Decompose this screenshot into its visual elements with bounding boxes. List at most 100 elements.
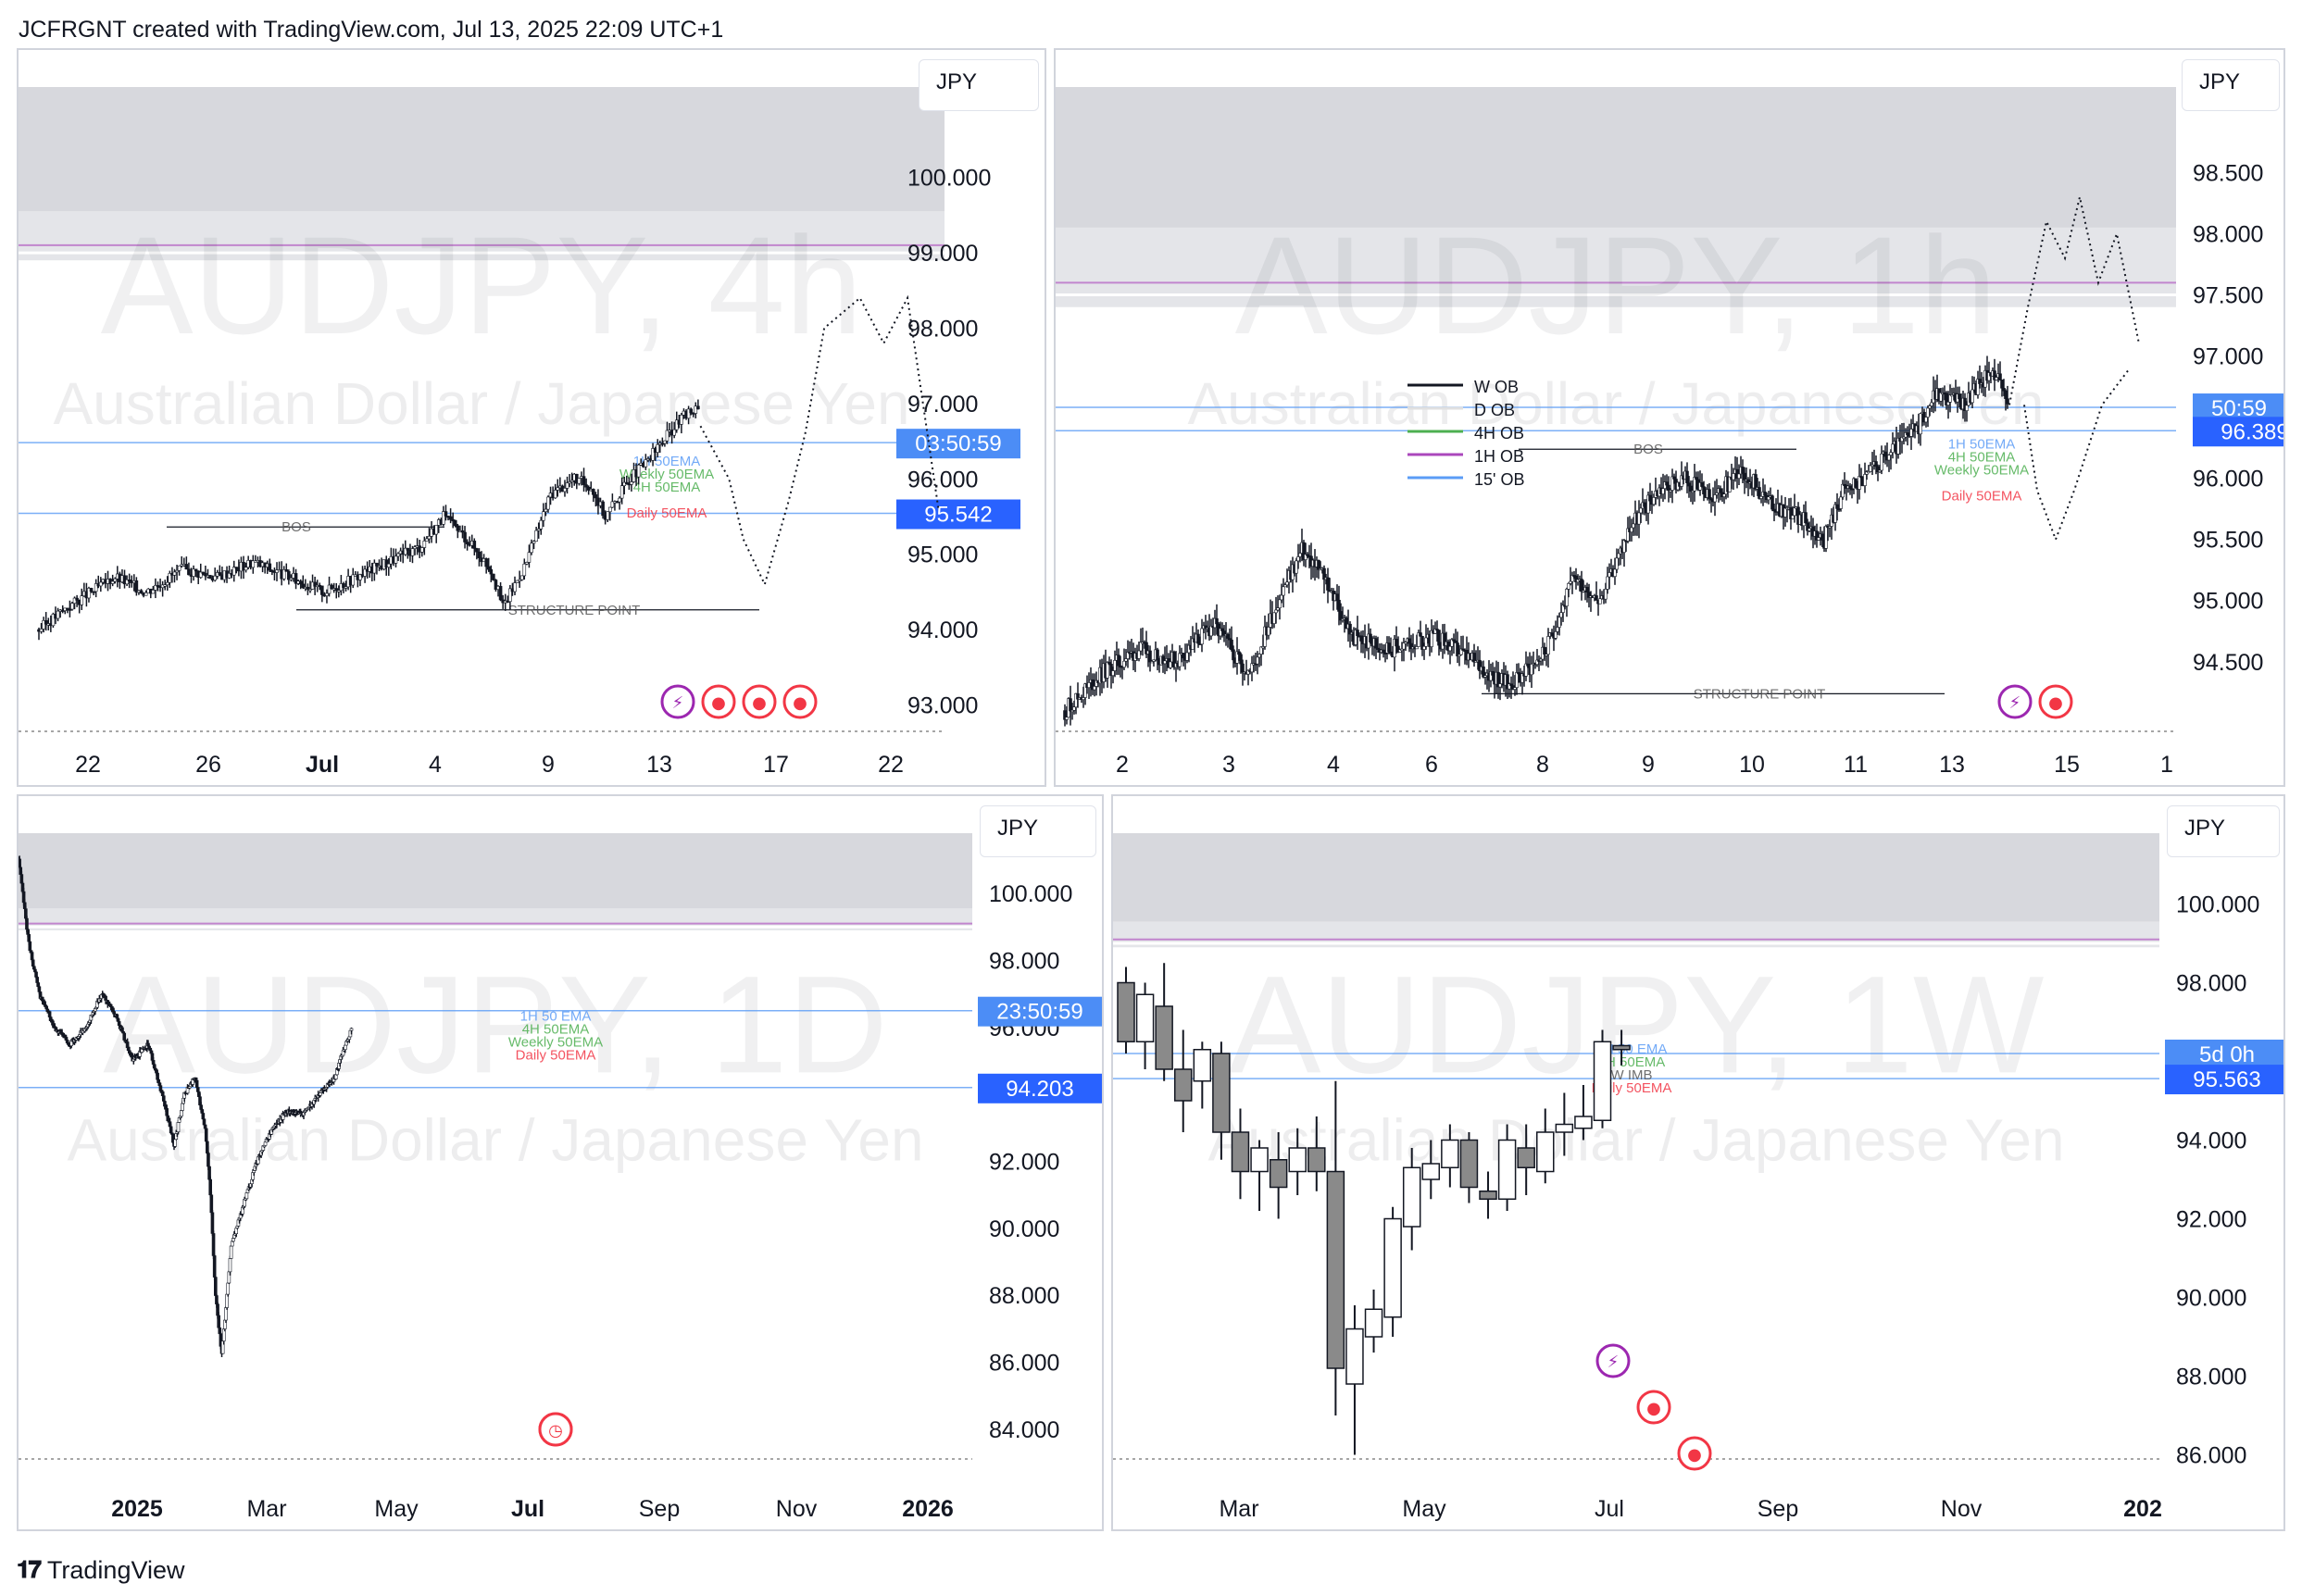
candle-body <box>460 530 465 533</box>
candle-body <box>1835 504 1839 509</box>
candle-body <box>539 519 544 530</box>
x-tick-label: 26 <box>195 752 221 778</box>
candle-body <box>1415 646 1419 650</box>
candle-body <box>87 588 91 599</box>
candle-body <box>1424 637 1428 647</box>
chart-annotation: 1H 50EMA <box>1948 436 2016 452</box>
chart-annotation: 4H 50EMA <box>1948 449 2016 465</box>
candle-body <box>158 1085 163 1091</box>
candle-body <box>284 569 289 572</box>
candle-body <box>1374 638 1378 649</box>
lightning-icon <box>1997 684 2033 719</box>
x-tick-label: 202 <box>2123 1496 2162 1522</box>
projection-path <box>2008 196 2140 405</box>
candle-body <box>25 917 29 930</box>
y-tick-label: 95.000 <box>907 542 978 568</box>
chart-panel-1h[interactable]: AUDJPY, 1h Australian Dollar / Japanese Y… <box>1054 48 2285 787</box>
candle-body <box>351 574 356 586</box>
candle-body <box>1173 1068 1193 1102</box>
watermark-title: AUDJPY, 1D <box>103 946 888 1102</box>
candle-body <box>1848 485 1852 489</box>
candle-body <box>568 481 571 484</box>
currency-label[interactable]: JPY <box>2167 805 2280 857</box>
candle-body <box>1497 1139 1517 1200</box>
candle-body <box>1137 650 1141 659</box>
supply-zone-lower <box>19 908 972 930</box>
price-tag <box>978 996 1102 1027</box>
candle-body <box>1382 649 1385 654</box>
candle-body <box>1672 476 1676 480</box>
price-tag-label: 95.563 <box>2193 1067 2260 1092</box>
chart-annotation: STRUCTURE POINT <box>508 603 641 618</box>
candle-body <box>1274 609 1278 614</box>
candle-body <box>515 580 519 583</box>
candle-body <box>1598 598 1602 605</box>
candle-body <box>1732 473 1735 480</box>
candle-body <box>1237 651 1241 655</box>
y-tick-label: 92.000 <box>989 1149 1059 1175</box>
candle-body <box>113 578 118 582</box>
candle-body <box>1965 405 1969 411</box>
candle-body <box>610 501 615 508</box>
candle-body <box>1435 629 1439 631</box>
footer-brand[interactable]: TradingView <box>46 1555 185 1584</box>
candle-body <box>1448 645 1452 652</box>
candle-body <box>1585 587 1589 592</box>
chart-panel-1d[interactable]: AUDJPY, 1D Australian Dollar / Japanese Y… <box>17 794 1104 1531</box>
candle-body <box>1491 671 1495 676</box>
candle-body <box>320 585 324 595</box>
candle-body <box>1737 473 1741 479</box>
candle-body <box>1317 559 1320 570</box>
candle-body <box>1524 663 1528 677</box>
candle-body <box>518 579 521 581</box>
candle-body <box>1930 402 1933 406</box>
candle-body <box>330 584 333 590</box>
currency-label[interactable]: JPY <box>980 805 1096 857</box>
candle-body <box>208 575 212 580</box>
candle-body <box>586 486 591 491</box>
candle-body <box>513 582 517 592</box>
candle-body <box>1839 496 1843 509</box>
candle-body <box>1530 664 1533 676</box>
australia-flag-icon <box>2038 684 2073 719</box>
tradingview-logo-icon: 𝟏𝟕 <box>17 1555 42 1583</box>
candle-body <box>1295 560 1298 574</box>
candle-body <box>410 548 415 556</box>
candle-body <box>442 511 445 525</box>
candle-body <box>1869 465 1872 472</box>
y-tick-label: 100.000 <box>907 166 991 192</box>
candle-body <box>1124 658 1128 662</box>
candle-body <box>486 566 491 570</box>
chart-annotation: BOS <box>281 519 311 535</box>
chart-panel-1w[interactable]: AUDJPY, 1W Australian Dollar / Japanese Y… <box>1111 794 2285 1531</box>
candle-body <box>1419 632 1422 637</box>
candle-body <box>298 580 303 585</box>
candle-body <box>1285 581 1289 586</box>
candle-body <box>1715 493 1719 495</box>
chart-panel-4h[interactable]: AUDJPY, 4h Australian Dollar / Japanese Y… <box>17 48 1046 787</box>
y-tick-label: 90.000 <box>989 1216 1059 1242</box>
chart-annotation: STRUCTURE POINT <box>1694 686 1826 702</box>
currency-label[interactable]: JPY <box>919 59 1039 111</box>
watermark-subtitle: Australian Dollar / Japanese Yen <box>67 1107 923 1174</box>
candle-body <box>244 1192 249 1200</box>
candle-body <box>1087 682 1091 688</box>
candle-body <box>463 531 467 542</box>
candle-body <box>1555 1123 1574 1133</box>
x-tick-label: 22 <box>75 752 101 778</box>
candle-body <box>1695 477 1698 480</box>
candle-body <box>268 563 272 571</box>
candle-body <box>1298 553 1302 557</box>
legend-label: D OB <box>1474 401 1515 419</box>
page-header: JCFRGNT created with TradingView.com, Ju… <box>19 17 724 43</box>
currency-label[interactable]: JPY <box>2182 59 2280 111</box>
candle-body <box>1215 617 1219 625</box>
x-tick-label: 1 <box>2160 752 2173 778</box>
candle-body <box>1808 528 1811 531</box>
candle-body <box>1272 612 1276 624</box>
y-tick-label: 92.000 <box>2176 1207 2246 1233</box>
candle-body <box>1889 452 1893 455</box>
candle-body <box>231 567 236 576</box>
x-tick-label: Jul <box>511 1496 544 1522</box>
candle-body <box>472 541 477 549</box>
